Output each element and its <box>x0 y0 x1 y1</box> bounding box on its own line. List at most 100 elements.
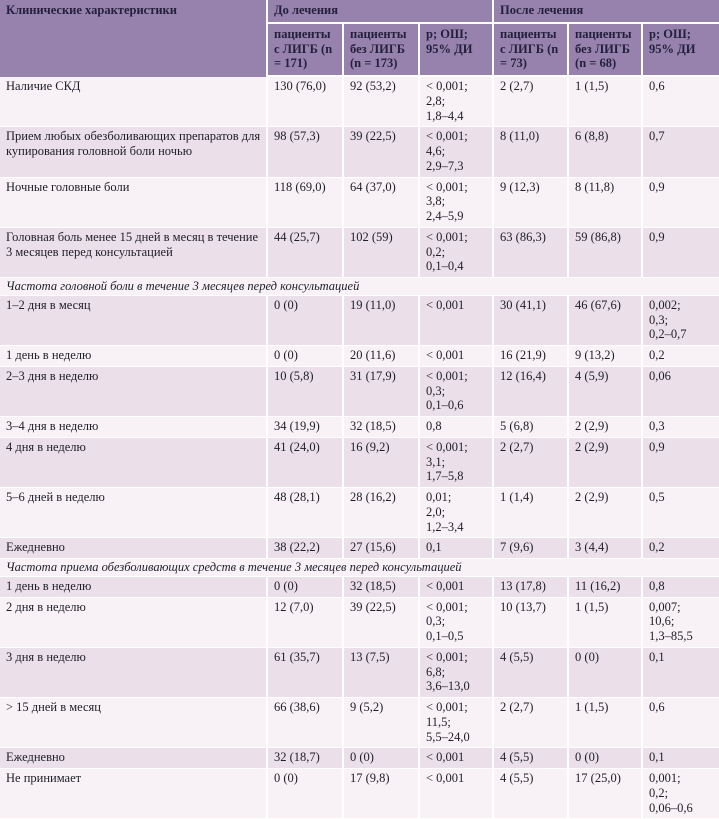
cell-value: 30 (41,1) <box>494 295 570 346</box>
row-label: Ежедневно <box>0 748 268 769</box>
cell-value: 7 (9,6) <box>494 538 570 559</box>
cell-value: 48 (28,1) <box>268 488 344 539</box>
cell-value: 0,5 <box>643 488 719 539</box>
cell-value: 59 (86,8) <box>569 227 644 278</box>
row-label: 2 дня в неделю <box>0 597 268 648</box>
row-label: Не принимает <box>0 769 268 819</box>
row-label: 1 день в неделю <box>0 576 268 598</box>
section-row: Частота головной боли в течение 3 месяце… <box>0 278 719 296</box>
cell-value: 41 (24,0) <box>268 437 344 488</box>
cell-value: 4 (5,9) <box>569 366 644 417</box>
cell-value: 8 (11,8) <box>569 177 644 228</box>
cell-value: < 0,001; 3,8; 2,4–5,9 <box>420 177 495 228</box>
cell-value: 0,7 <box>643 127 719 178</box>
section-label: Частота приема обезболивающих средств в … <box>0 559 719 577</box>
cell-value: 16 (21,9) <box>494 346 570 367</box>
cell-value: 0,6 <box>643 77 719 128</box>
cell-value: 130 (76,0) <box>268 77 344 128</box>
cell-value: < 0,001; 0,3; 0,1–0,6 <box>420 366 495 417</box>
cell-value: 2 (2,9) <box>569 417 644 438</box>
cell-value: 10 (13,7) <box>494 597 570 648</box>
cell-value: 4 (5,5) <box>494 647 570 698</box>
cell-value: 0,2 <box>643 346 719 367</box>
cell-value: 0,06 <box>643 366 719 417</box>
cell-value: 2 (2,7) <box>494 77 570 128</box>
row-label: 3 дня в неделю <box>0 647 268 698</box>
cell-value: 0 (0) <box>268 576 344 598</box>
row-label: Ежедневно <box>0 538 268 559</box>
cell-value: 9 (5,2) <box>344 698 420 749</box>
cell-value: < 0,001 <box>420 769 495 819</box>
row-label: 2–3 дня в неделю <box>0 366 268 417</box>
cell-value: 8 (11,0) <box>494 127 570 178</box>
cell-value: 1 (1,5) <box>569 698 644 749</box>
cell-value: 32 (18,7) <box>268 748 344 769</box>
cell-value: 0,6 <box>643 698 719 749</box>
cell-value: 32 (18,5) <box>344 576 420 598</box>
table-body: Наличие СКД 130 (76,0) 92 (53,2) < 0,001; 2… <box>0 77 719 819</box>
table-row: 3–4 дня в неделю 34 (19,9) 32 (18,5) 0,8 5 (… <box>0 417 719 438</box>
row-label: 1–2 дня в месяц <box>0 295 268 346</box>
cell-value: 2 (2,9) <box>569 437 644 488</box>
table-row: Наличие СКД 130 (76,0) 92 (53,2) < 0,001; 2… <box>0 77 719 128</box>
cell-value: 1 (1,5) <box>569 77 644 128</box>
cell-value: 63 (86,3) <box>494 227 570 278</box>
cell-value: 0,9 <box>643 177 719 228</box>
table-row: 1 день в неделю 0 (0) 20 (11,6) < 0,001 16 (… <box>0 346 719 367</box>
cell-value: < 0,001; 6,8; 3,6–13,0 <box>420 647 495 698</box>
table-row: 3 дня в неделю 61 (35,7) 13 (7,5) < 0,001; … <box>0 647 719 698</box>
cell-value: 28 (16,2) <box>344 488 420 539</box>
cell-value: 34 (19,9) <box>268 417 344 438</box>
table-row: > 15 дней в месяц 66 (38,6) 9 (5,2) < 0,001… <box>0 698 719 749</box>
header-patients-without-ligb-before: пациенты без ЛИГБ (n = 173) <box>344 23 420 77</box>
table-row: 4 дня в неделю 41 (24,0) 16 (9,2) < 0,001; … <box>0 437 719 488</box>
cell-value: 39 (22,5) <box>344 597 420 648</box>
table-header: Клинические характеристики До лечения По… <box>0 0 719 77</box>
row-label: Наличие СКД <box>0 77 268 128</box>
cell-value: 4 (5,5) <box>494 769 570 819</box>
header-group-before-treatment: До лечения <box>268 0 495 24</box>
cell-value: 27 (15,6) <box>344 538 420 559</box>
cell-value: 17 (25,0) <box>569 769 644 819</box>
table-row: Прием любых обезболивающих препаратов дл… <box>0 127 719 178</box>
cell-value: 0,1 <box>643 647 719 698</box>
table-row: 2 дня в неделю 12 (7,0) 39 (22,5) < 0,001; … <box>0 597 719 648</box>
cell-value: 0,3 <box>643 417 719 438</box>
section-label: Частота головной боли в течение 3 месяце… <box>0 278 719 296</box>
cell-value: < 0,001 <box>420 576 495 598</box>
cell-value: 5 (6,8) <box>494 417 570 438</box>
cell-value: 46 (67,6) <box>569 295 644 346</box>
row-label: 4 дня в неделю <box>0 437 268 488</box>
row-label: > 15 дней в месяц <box>0 698 268 749</box>
cell-value: 0,1 <box>420 538 495 559</box>
cell-value: 2 (2,7) <box>494 437 570 488</box>
cell-value: 0 (0) <box>268 769 344 819</box>
cell-value: 61 (35,7) <box>268 647 344 698</box>
row-label: Головная боль менее 15 дней в месяц в те… <box>0 227 268 278</box>
cell-value: 16 (9,2) <box>344 437 420 488</box>
cell-value: 13 (17,8) <box>494 576 570 598</box>
header-p-or-ci-before: р; ОШ; 95% ДИ <box>420 23 495 77</box>
table-row: Ночные головные боли 118 (69,0) 64 (37,0) <… <box>0 177 719 228</box>
cell-value: 9 (13,2) <box>569 346 644 367</box>
header-patients-with-ligb-after: пациенты с ЛИГБ (n = 73) <box>494 23 570 77</box>
header-patients-with-ligb-before: пациенты с ЛИГБ (n = 171) <box>268 23 344 77</box>
table-row: 1 день в неделю 0 (0) 32 (18,5) < 0,001 13 (… <box>0 576 719 598</box>
cell-value: 13 (7,5) <box>344 647 420 698</box>
cell-value: < 0,001; 3,1; 1,7–5,8 <box>420 437 495 488</box>
cell-value: 0 (0) <box>268 295 344 346</box>
cell-value: 1 (1,5) <box>569 597 644 648</box>
row-label: Ночные головные боли <box>0 177 268 228</box>
section-row: Частота приема обезболивающих средств в … <box>0 559 719 577</box>
cell-value: < 0,001; 4,6; 2,9–7,3 <box>420 127 495 178</box>
header-characteristics: Клинические характеристики <box>0 0 268 77</box>
cell-value: < 0,001; 2,8; 1,8–4,4 <box>420 77 495 128</box>
cell-value: < 0,001; 0,3; 0,1–0,5 <box>420 597 495 648</box>
row-label: 1 день в неделю <box>0 346 268 367</box>
cell-value: 0,9 <box>643 227 719 278</box>
cell-value: 20 (11,6) <box>344 346 420 367</box>
cell-value: < 0,001 <box>420 346 495 367</box>
cell-value: 118 (69,0) <box>268 177 344 228</box>
cell-value: < 0,001 <box>420 748 495 769</box>
